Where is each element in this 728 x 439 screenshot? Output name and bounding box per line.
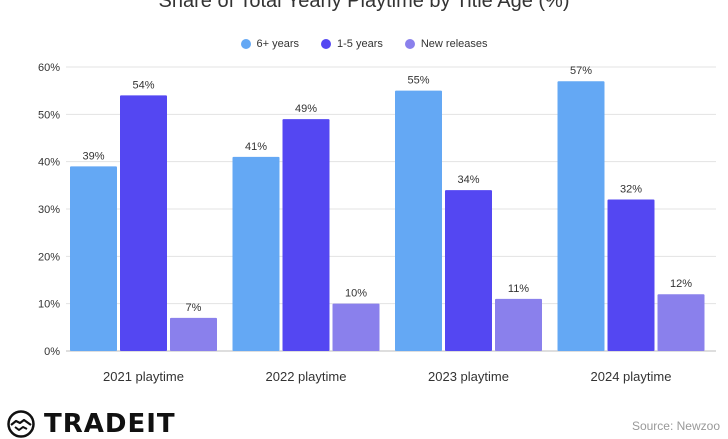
data-label: 55% [407,75,429,87]
legend-item-6-plus-years: 6+ years [240,38,300,50]
y-tick-label: 50% [38,109,60,121]
chart-legend: 6+ years 1-5 years New releases [0,38,728,50]
brand-name: TRADEIT [44,409,176,439]
bar-new-releases-0 [170,317,217,351]
bar-6-years-0 [70,166,117,351]
bar-new-releases-1 [332,303,380,351]
data-label: 54% [132,79,154,91]
data-label: 11% [508,283,529,295]
y-tick-label: 20% [38,251,60,263]
legend-label: 6+ years [256,38,300,50]
bar-1-5-years-0 [120,95,167,352]
bar-new-releases-2 [495,298,542,351]
y-tick-label: 0% [44,346,60,358]
legend-swatch [404,39,415,49]
handshake-icon [7,410,35,438]
legend-label: New releases [420,38,488,50]
bar-6-years-1 [232,156,280,351]
y-tick-label: 10% [38,299,60,311]
chart-title: Share of Total Yearly Playtime by Title … [158,0,570,12]
x-tick-label: 2024 playtime [591,369,672,384]
brand-logo: TRADEIT [4,409,176,439]
legend-label: 1-5 years [337,38,383,50]
x-tick-label: 2021 playtime [103,369,184,384]
data-label: 7% [186,302,202,314]
bar-new-releases-3 [657,294,705,351]
legend-swatch [240,39,251,49]
bar-6-years-2 [395,90,442,352]
data-label: 12% [670,278,692,290]
data-label: 32% [620,184,642,196]
y-tick-label: 30% [38,204,60,216]
x-tick-label: 2022 playtime [266,369,347,384]
legend-item-1-5-years: 1-5 years [321,38,383,50]
data-label: 49% [295,103,317,115]
data-label: 10% [345,288,367,300]
y-tick-label: 60% [38,62,60,74]
legend-item-new-releases: New releases [404,38,488,50]
bar-6-years-3 [557,81,605,351]
legend-swatch [321,39,331,49]
data-label: 57% [570,65,592,77]
bar-1-5-years-3 [607,199,655,351]
data-label: 39% [82,150,104,162]
data-label: 41% [245,141,267,153]
y-tick-label: 40% [38,157,60,169]
source-note: Source: Newzoo [631,419,720,433]
bar-1-5-years-2 [445,190,492,351]
bar-1-5-years-1 [282,119,330,351]
x-tick-label: 2023 playtime [428,369,509,384]
data-label: 34% [457,174,479,186]
